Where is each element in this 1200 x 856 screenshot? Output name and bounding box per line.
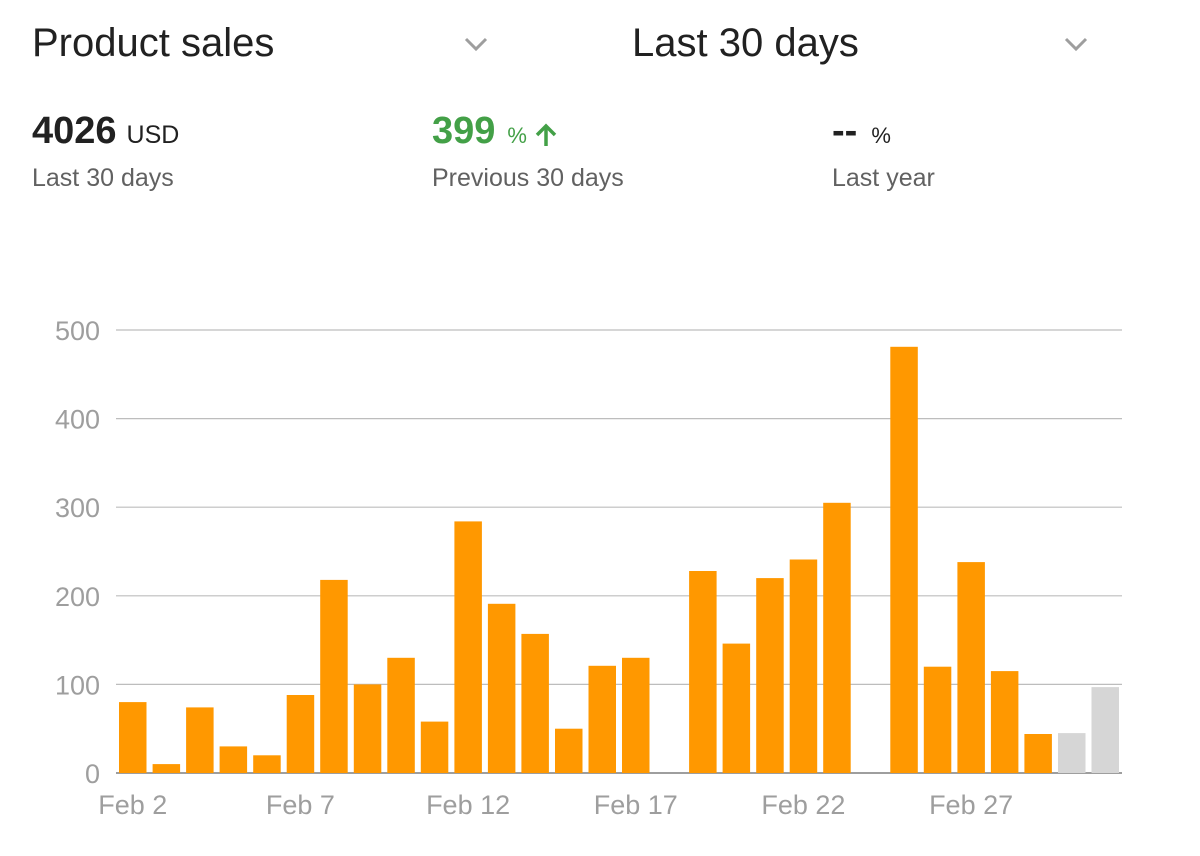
kpi-change-last-year: -- % Last year xyxy=(832,110,935,193)
kpi-unit: % xyxy=(871,123,891,148)
kpi-label: Previous 30 days xyxy=(432,164,624,192)
bar-feb-26[interactable] xyxy=(923,666,952,773)
chevron-down-icon xyxy=(1064,37,1088,52)
y-tick-label: 0 xyxy=(85,759,100,789)
bar-feb-29[interactable] xyxy=(1024,734,1052,773)
bar-feb-21[interactable] xyxy=(756,578,784,773)
bar-feb-27[interactable] xyxy=(957,562,985,773)
x-tick-label: Feb 17 xyxy=(594,790,678,820)
date-range-dropdown-label: Last 30 days xyxy=(632,20,859,65)
bar-feb-2[interactable] xyxy=(119,702,147,773)
metric-dropdown-label: Product sales xyxy=(32,20,275,65)
arrow-up-icon xyxy=(535,123,557,146)
y-axis-labels: 0 100 200 300 400 500 xyxy=(55,316,100,789)
kpi-value: 4026 xyxy=(32,110,117,152)
bar-feb-22[interactable] xyxy=(789,559,818,774)
bar-feb-5[interactable] xyxy=(219,746,248,773)
kpi-value: -- xyxy=(832,110,858,152)
x-axis-labels: Feb 2 Feb 7 Feb 12 Feb 17 Feb 22 Feb 27 xyxy=(98,790,1013,820)
bar-feb-17[interactable] xyxy=(622,657,650,773)
bar-feb-14[interactable] xyxy=(521,633,549,773)
bar-feb-16[interactable] xyxy=(588,665,617,773)
bar-feb-15[interactable] xyxy=(555,728,583,773)
bar-feb-11[interactable] xyxy=(420,721,449,773)
bar-feb-6[interactable] xyxy=(253,755,281,773)
kpi-unit: USD xyxy=(126,121,180,149)
bar-feb-19[interactable] xyxy=(689,571,717,773)
date-range-dropdown[interactable]: Last 30 days xyxy=(632,18,1102,68)
bar-feb-9[interactable] xyxy=(353,684,382,773)
kpi-change-previous: 399 % Previous 30 days xyxy=(432,110,624,193)
x-tick-label: Feb 27 xyxy=(929,790,1013,820)
bar-feb-28[interactable] xyxy=(990,671,1019,773)
y-tick-label: 500 xyxy=(55,316,100,346)
kpi-value: 399 xyxy=(432,110,496,152)
y-tick-label: 200 xyxy=(55,582,100,612)
chart-bars xyxy=(119,346,1120,774)
bar-mar-1[interactable] xyxy=(1058,733,1086,773)
bar-feb-20[interactable] xyxy=(722,643,751,773)
bar-feb-3[interactable] xyxy=(152,764,181,773)
y-tick-label: 100 xyxy=(55,670,100,700)
y-tick-label: 300 xyxy=(55,493,100,523)
kpi-total-sales: 4026 USD Last 30 days xyxy=(32,110,179,193)
metric-dropdown[interactable]: Product sales xyxy=(32,18,502,68)
kpi-unit: % xyxy=(507,123,527,148)
chevron-down-icon xyxy=(464,37,488,52)
kpi-label: Last year xyxy=(832,164,935,192)
x-tick-label: Feb 7 xyxy=(266,790,335,820)
bar-feb-8[interactable] xyxy=(320,579,348,773)
kpi-label: Last 30 days xyxy=(32,164,174,192)
bar-feb-4[interactable] xyxy=(186,707,214,773)
x-tick-label: Feb 12 xyxy=(426,790,510,820)
bar-mar-2[interactable] xyxy=(1091,687,1120,773)
bar-feb-7[interactable] xyxy=(286,695,315,773)
bar-feb-13[interactable] xyxy=(487,603,516,773)
x-tick-label: Feb 2 xyxy=(98,790,167,820)
y-tick-label: 400 xyxy=(55,405,100,435)
bar-feb-25[interactable] xyxy=(890,346,918,773)
chart-gridlines xyxy=(116,329,1122,774)
bar-feb-23[interactable] xyxy=(823,502,851,773)
bar-feb-10[interactable] xyxy=(387,657,415,773)
bar-feb-12[interactable] xyxy=(454,521,482,773)
x-tick-label: Feb 22 xyxy=(761,790,845,820)
